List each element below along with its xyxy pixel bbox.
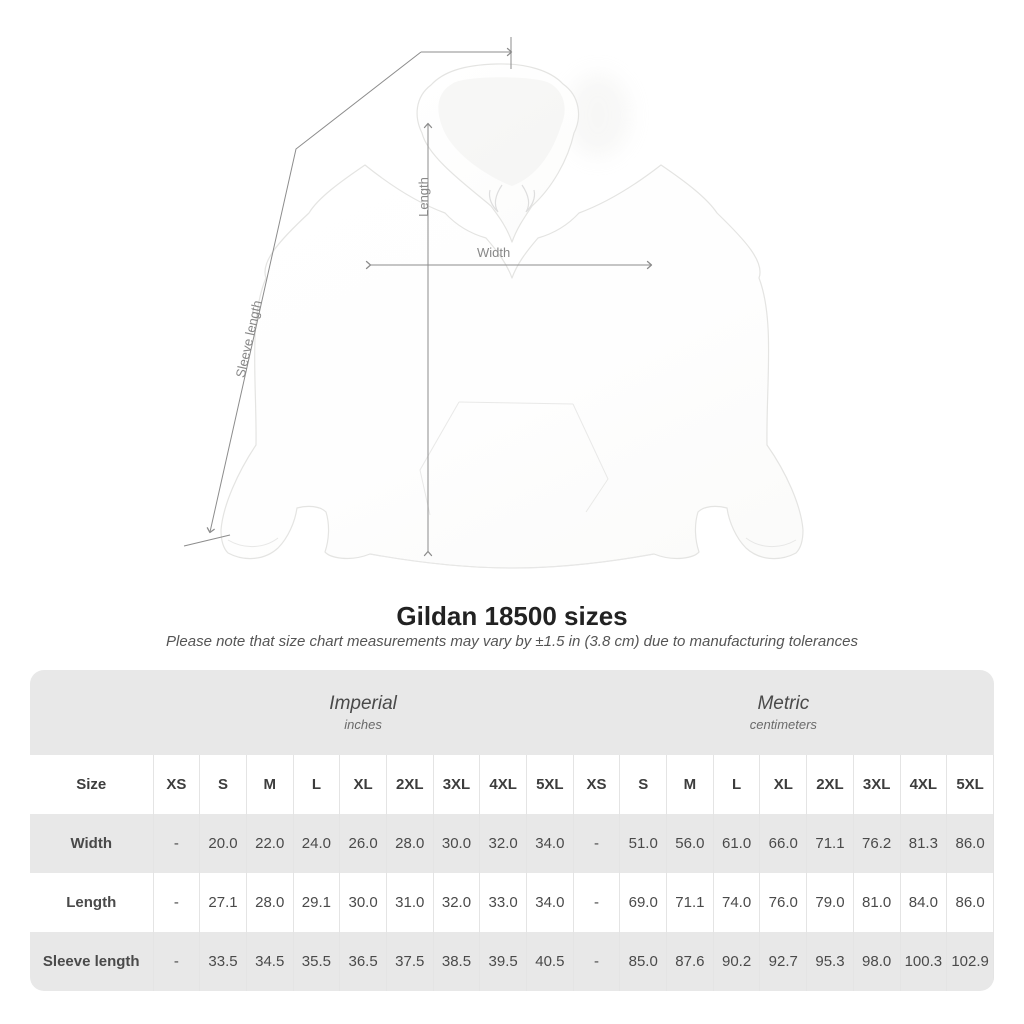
svg-text:Length: Length <box>416 177 431 217</box>
svg-text:Width: Width <box>477 245 510 260</box>
